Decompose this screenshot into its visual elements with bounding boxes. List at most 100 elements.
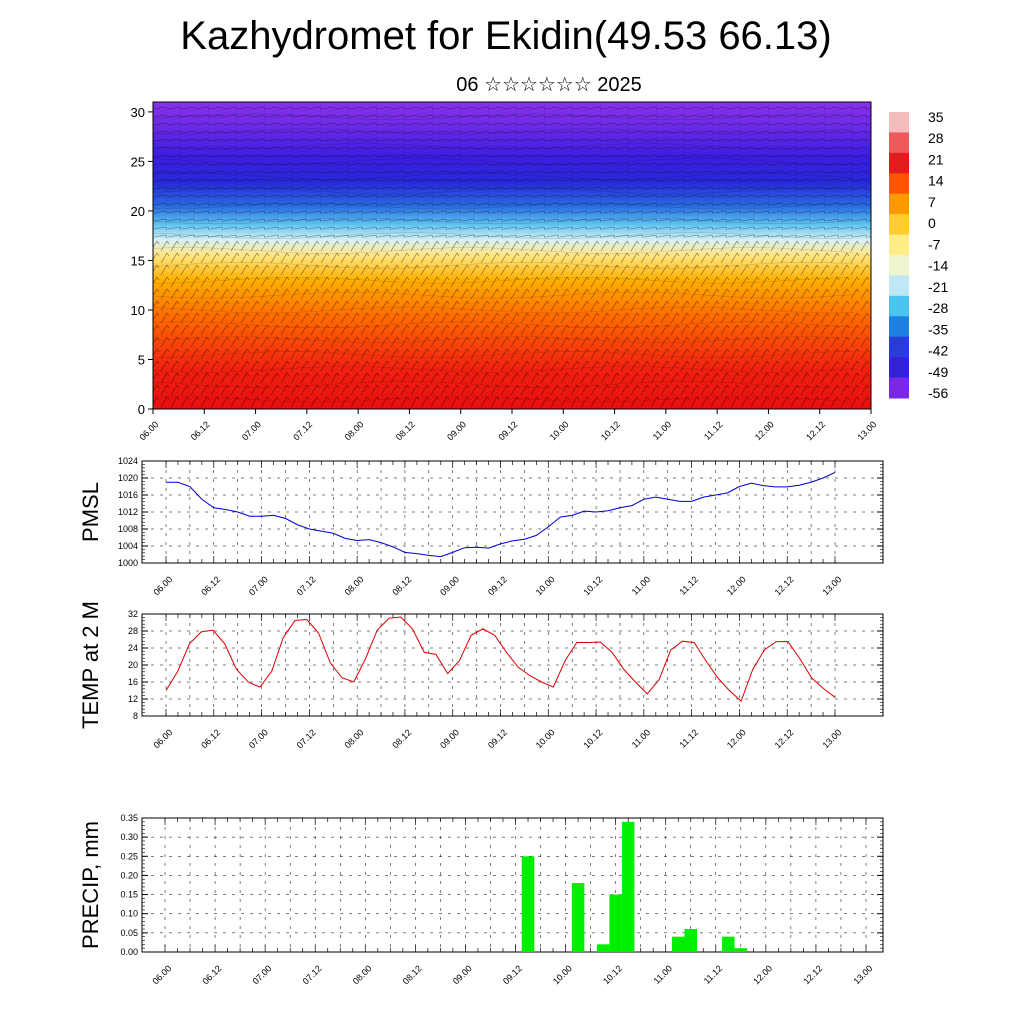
y-tick-label: 28 [128, 626, 138, 636]
colorbar-swatch [889, 336, 909, 358]
x-tick-label: 08.12 [394, 419, 417, 442]
y-tick-label: 16 [128, 677, 138, 687]
pmsl-panel: 1000 1004 1008 1012 1016 1020 1024 06.00 06.12 07… [78, 456, 884, 597]
contour-line [152, 336, 854, 343]
y-tick-label: 1012 [118, 507, 138, 517]
x-tick-label: 08.12 [390, 727, 413, 750]
x-tick-label: 07.00 [247, 727, 270, 750]
x-tick-label: 10.00 [534, 727, 557, 750]
y-tick-label: 24 [128, 643, 138, 653]
y-tick-label: 0.20 [120, 870, 138, 880]
y-tick-label: 30 [131, 105, 145, 120]
precip-bar [621, 821, 635, 952]
x-tick-label: 09.00 [445, 419, 468, 442]
contour-line [152, 187, 854, 195]
x-tick-label: 09.12 [486, 727, 509, 750]
cross-section-panel: 0 5 10 15 20 25 30 06.00 06.12 07.00 07.12 08.00 08… [131, 101, 878, 442]
contour-line [152, 232, 854, 239]
x-tick-label: 09.12 [501, 963, 524, 986]
contour-line [152, 321, 854, 328]
colorbar-swatch [889, 132, 909, 154]
x-tick-label: 06.00 [151, 574, 174, 597]
colorbar-swatch [889, 173, 909, 195]
y-tick-label: 1016 [118, 490, 138, 500]
colorbar-swatch [889, 193, 909, 215]
colorbar-swatch [889, 295, 909, 317]
x-tick-label: 10.12 [601, 963, 624, 986]
x-tick-label: 08.00 [351, 963, 374, 986]
contour-lines [152, 113, 854, 403]
x-tick-label: 10.12 [581, 727, 604, 750]
x-tick-label: 07.12 [295, 727, 318, 750]
colorbar-swatch [889, 234, 909, 256]
colorbar-label: 0 [928, 215, 936, 231]
x-tick-label: 07.12 [291, 419, 314, 442]
precip-panel: 0.00 0.05 0.10 0.15 0.20 0.25 0.30 0.35 06.00 06.… [78, 813, 884, 986]
colorbar-label: -56 [928, 385, 948, 401]
x-tick-label: 07.12 [295, 574, 318, 597]
colorbar-label: -7 [928, 236, 941, 252]
series-line [165, 616, 836, 702]
colorbar-label: -42 [928, 343, 948, 359]
colorbar-swatch [889, 112, 909, 133]
contour-line [152, 217, 854, 224]
x-tick-label: 06.00 [137, 419, 160, 442]
x-tick-label: 12.00 [751, 963, 774, 986]
y-tick-label: 20 [128, 660, 138, 670]
y-tick-label: 10 [131, 303, 145, 318]
colorbar-swatch [889, 357, 909, 379]
x-tick-label: 06.00 [151, 727, 174, 750]
y-tick-label: 0.05 [120, 928, 138, 938]
x-tick-label: 11.12 [702, 963, 725, 986]
x-tick-label: 09.00 [451, 963, 474, 986]
x-tick-label: 11.00 [652, 963, 675, 986]
chart-subtitle: 06 ☆☆☆☆☆☆ 2025 [456, 74, 642, 96]
x-tick-label: 11.00 [630, 574, 653, 597]
x-tick-label: 07.12 [301, 963, 324, 986]
colorbar-label: 7 [928, 194, 936, 210]
colorbar-label: 14 [928, 173, 944, 189]
x-tick-label: 08.00 [343, 727, 366, 750]
y-tick-label: 12 [128, 694, 138, 704]
x-tick-label: 07.00 [240, 419, 263, 442]
y-axis-label: TEMP at 2 M [78, 601, 103, 729]
x-tick-label: 12.00 [725, 574, 748, 597]
colorbar-swatch [889, 152, 909, 174]
colorbar-label: -35 [928, 321, 948, 337]
y-tick-label: 5 [138, 352, 145, 367]
x-tick-label: 10.00 [551, 963, 574, 986]
colorbar-swatch [889, 377, 909, 399]
precip-bar [596, 944, 610, 952]
contour-line [152, 202, 854, 210]
y-tick-label: 0.30 [120, 832, 138, 842]
x-tick-label: 10.12 [581, 574, 604, 597]
temp-panel: 8 12 16 20 24 28 32 06.00 06.12 07.00 07.12 08.00 08… [78, 601, 884, 750]
y-tick-label: 8 [133, 711, 138, 721]
colorbar-label: 35 [928, 109, 944, 125]
contour-line [152, 113, 854, 121]
y-tick-label: 0.25 [120, 851, 138, 861]
y-tick-label: 0.00 [120, 947, 138, 957]
colorbar-label: -21 [928, 279, 948, 295]
contour-line [152, 381, 854, 388]
x-tick-label: 07.00 [247, 574, 270, 597]
contour-line [152, 351, 854, 358]
contour-line [152, 158, 854, 165]
x-tick-label: 06.00 [150, 963, 173, 986]
x-tick-label: 11.12 [678, 727, 701, 750]
x-tick-label: 11.12 [678, 574, 701, 597]
colorbar-label: -49 [928, 364, 948, 380]
x-tick-label: 13.00 [820, 727, 843, 750]
precip-bar [671, 936, 685, 952]
x-tick-label: 08.00 [343, 574, 366, 597]
x-tick-label: 10.12 [599, 419, 622, 442]
contour-line [152, 128, 854, 135]
x-tick-label: 08.00 [343, 419, 366, 442]
x-tick-label: 06.12 [200, 963, 223, 986]
series-line [166, 472, 836, 558]
x-tick-label: 10.00 [548, 419, 571, 442]
precip-bar [609, 894, 622, 952]
x-tick-label: 12.12 [804, 419, 827, 442]
contour-line [152, 306, 854, 314]
